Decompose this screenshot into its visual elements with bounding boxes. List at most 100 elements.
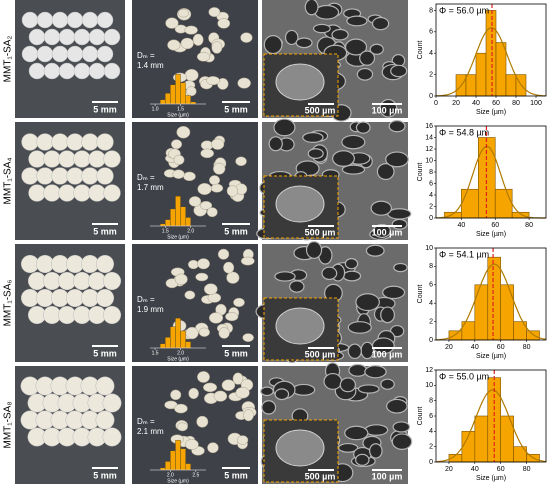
scale-label: 5 mm — [224, 470, 248, 480]
pore — [341, 164, 366, 175]
bar — [448, 330, 463, 341]
bead — [81, 133, 99, 151]
x-tick-label: 40 — [457, 222, 465, 229]
bead — [96, 45, 114, 63]
mini-bar — [165, 219, 171, 227]
dried-bead — [208, 312, 224, 324]
dried-bead — [184, 25, 198, 35]
mini-tick-label: 2.0 — [187, 228, 194, 234]
dried-bead — [197, 371, 210, 383]
y-tick-label: 8 — [429, 263, 433, 270]
scale-label: 500 µm — [305, 471, 336, 481]
dried-bead — [210, 183, 224, 193]
dried-bead — [203, 382, 218, 393]
dried-bead — [217, 248, 230, 260]
pore — [261, 400, 277, 415]
bead — [66, 11, 84, 29]
mean-label: Φ = 54.8 µm — [439, 127, 489, 137]
bead — [58, 184, 76, 202]
bead — [73, 150, 91, 168]
mini-tick-label: 2.5 — [192, 472, 199, 478]
bead — [51, 45, 69, 63]
y-tick-label: 0 — [429, 215, 433, 222]
mini-xlabel: Size (µm) — [167, 234, 189, 240]
x-tick-label: 60 — [497, 344, 505, 351]
dried-photo — [132, 366, 258, 484]
bar — [474, 284, 489, 341]
scale-label: 5 mm — [224, 104, 248, 114]
pore — [376, 163, 395, 181]
pore — [312, 23, 331, 34]
pore — [392, 421, 411, 433]
bead — [73, 28, 91, 46]
dried-photo — [132, 0, 258, 118]
dried-bead — [178, 8, 189, 18]
x-tick-label: 0 — [434, 100, 438, 107]
mini-bar — [185, 341, 191, 349]
dried-bead — [226, 185, 239, 197]
y-tick-label: 0 — [429, 459, 433, 466]
bead — [28, 184, 46, 202]
pore — [348, 363, 368, 377]
fit-curve — [435, 263, 547, 341]
pore — [365, 244, 385, 257]
dried-bead — [185, 326, 199, 340]
dried-bead — [208, 7, 221, 18]
bar — [465, 74, 477, 97]
pore — [302, 132, 324, 144]
mini-bar — [165, 461, 171, 471]
x-tick-label: 40 — [471, 466, 479, 473]
bead — [58, 62, 76, 80]
bar — [475, 52, 487, 97]
y-tick-label: 8 — [429, 7, 433, 14]
y-axis-label: Count — [417, 41, 424, 60]
x-tick-label: 20 — [452, 100, 460, 107]
dried-bead — [174, 273, 188, 285]
pore — [304, 0, 319, 16]
dried-bead — [200, 148, 215, 159]
y-tick-label: 2 — [429, 318, 433, 325]
pore — [268, 136, 283, 152]
dried-bead — [188, 387, 199, 400]
dm-label: Dₘ = — [137, 417, 155, 426]
x-tick-label: 80 — [523, 344, 531, 351]
mini-bar — [165, 337, 171, 349]
bead — [51, 11, 69, 29]
mini-bar — [175, 317, 181, 349]
scale-label: 100 µm — [372, 105, 403, 115]
scale-label: 100 µm — [372, 227, 403, 237]
dried-bead — [211, 41, 223, 54]
dried-bead — [174, 403, 188, 414]
mini-tick-label: 1.5 — [162, 228, 169, 234]
y-tick-label: 2 — [429, 203, 433, 210]
bead — [96, 133, 114, 151]
y-tick-label: 4 — [429, 50, 433, 57]
pore — [355, 121, 371, 134]
dried-bead — [167, 39, 181, 51]
pore — [391, 433, 413, 451]
dried-bead — [173, 154, 185, 165]
dried-bead — [209, 175, 221, 186]
pore — [331, 28, 349, 41]
scale-label: 5 mm — [224, 226, 248, 236]
dried-bead — [240, 32, 253, 43]
pore — [263, 35, 283, 55]
pore — [355, 293, 380, 312]
pore — [388, 120, 406, 133]
bead — [95, 410, 115, 430]
bead — [43, 62, 61, 80]
y-axis-label: Count — [417, 407, 424, 426]
bead — [43, 184, 61, 202]
y-tick-label: 4 — [429, 192, 433, 199]
pore — [338, 442, 359, 453]
bead — [21, 11, 39, 29]
dried-bead — [192, 33, 204, 46]
mini-bar — [180, 206, 186, 227]
bar — [461, 188, 479, 219]
bead — [102, 271, 122, 291]
dried-bead — [206, 76, 220, 86]
y-axis-label: Count — [417, 285, 424, 304]
x-tick-label: 20 — [445, 466, 453, 473]
mini-bar — [175, 73, 181, 105]
bar — [474, 415, 489, 463]
